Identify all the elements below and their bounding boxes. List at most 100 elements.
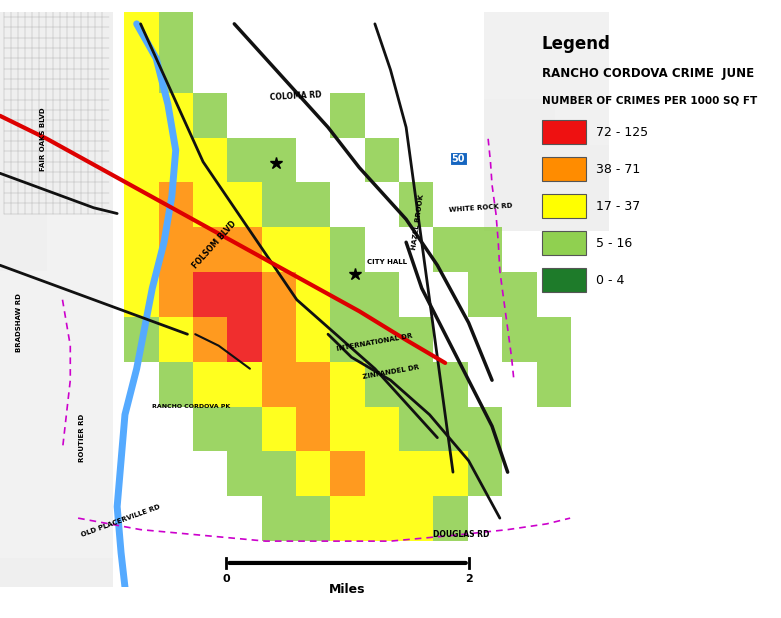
Bar	[193, 317, 227, 362]
Bar	[262, 272, 296, 317]
Bar	[502, 317, 537, 362]
Text: 17 - 37: 17 - 37	[596, 200, 640, 213]
Bar	[262, 496, 296, 541]
Bar	[193, 182, 227, 227]
Bar	[365, 272, 399, 317]
Text: WHITE ROCK RD: WHITE ROCK RD	[448, 203, 512, 213]
Bar	[484, 98, 555, 145]
Bar	[537, 362, 571, 407]
Bar	[296, 182, 330, 227]
Bar	[193, 93, 227, 138]
Bar	[484, 145, 609, 231]
Bar	[330, 317, 365, 362]
Bar	[330, 272, 365, 317]
Bar	[296, 317, 330, 362]
Bar	[262, 227, 296, 272]
Bar	[227, 272, 262, 317]
Bar	[159, 272, 193, 317]
Bar	[365, 407, 399, 452]
Bar	[537, 317, 571, 362]
Bar	[365, 496, 399, 541]
Bar	[296, 362, 330, 407]
Bar	[227, 407, 262, 452]
Bar	[159, 182, 193, 227]
Bar	[330, 362, 365, 407]
Bar	[124, 317, 159, 362]
Text: RANCHO CORDOVA PK: RANCHO CORDOVA PK	[152, 404, 230, 408]
Bar	[433, 496, 468, 541]
Bar	[193, 138, 227, 182]
Bar	[193, 272, 227, 317]
Bar	[542, 120, 586, 144]
Bar	[542, 194, 586, 218]
Text: 2: 2	[465, 575, 473, 585]
Text: 0 - 4: 0 - 4	[596, 274, 624, 287]
Text: 50: 50	[451, 154, 465, 164]
Bar	[124, 93, 159, 138]
Text: Miles: Miles	[330, 583, 366, 596]
Bar	[433, 362, 468, 407]
Bar	[542, 231, 586, 255]
Bar	[468, 227, 502, 272]
Bar	[399, 182, 433, 227]
Bar	[399, 496, 433, 541]
Text: INTERNATIONAL DR: INTERNATIONAL DR	[337, 333, 413, 352]
Bar	[159, 48, 193, 93]
Bar	[433, 452, 468, 496]
Text: FOLSOM BLVD: FOLSOM BLVD	[191, 219, 238, 271]
Bar	[262, 317, 296, 362]
Bar	[262, 407, 296, 452]
Bar	[296, 496, 330, 541]
Text: HAZEL BROOK: HAZEL BROOK	[411, 194, 425, 250]
Bar	[227, 362, 262, 407]
Text: 0: 0	[223, 575, 230, 585]
Bar	[124, 138, 159, 182]
Bar	[124, 227, 159, 272]
Text: ROUTIER RD: ROUTIER RD	[79, 413, 85, 462]
Bar	[124, 48, 159, 93]
Bar	[227, 452, 262, 496]
Bar	[193, 407, 227, 452]
Text: 72 - 125: 72 - 125	[596, 125, 648, 138]
Text: CITY HALL: CITY HALL	[366, 260, 407, 265]
Bar	[159, 227, 193, 272]
Bar	[262, 362, 296, 407]
Bar	[262, 182, 296, 227]
Bar	[193, 227, 227, 272]
Bar	[330, 407, 365, 452]
Bar	[296, 407, 330, 452]
Text: OLD PLACERVILLE RD: OLD PLACERVILLE RD	[80, 504, 162, 538]
Bar	[433, 407, 468, 452]
Text: NUMBER OF CRIMES PER 1000 SQ FT: NUMBER OF CRIMES PER 1000 SQ FT	[542, 96, 757, 106]
Bar	[296, 452, 330, 496]
Bar	[296, 272, 330, 317]
Text: ZINFANDEL DR: ZINFANDEL DR	[362, 363, 419, 379]
Bar	[399, 362, 433, 407]
Bar	[365, 362, 399, 407]
Bar	[262, 452, 296, 496]
Text: DOUGLAS RD: DOUGLAS RD	[433, 530, 489, 539]
Text: 5 - 16: 5 - 16	[596, 237, 632, 250]
Bar	[159, 93, 193, 138]
Bar	[159, 317, 193, 362]
Text: 38 - 71: 38 - 71	[596, 163, 640, 176]
Bar	[0, 559, 113, 587]
Text: Legend: Legend	[542, 35, 611, 53]
Bar	[193, 362, 227, 407]
Bar	[0, 12, 113, 213]
Text: FAIR OAKS BLVD: FAIR OAKS BLVD	[40, 107, 46, 171]
Bar	[542, 157, 586, 181]
Bar	[484, 12, 609, 231]
Bar	[330, 227, 365, 272]
Bar	[227, 317, 262, 362]
Bar	[433, 227, 468, 272]
Bar	[227, 138, 262, 182]
Bar	[159, 3, 193, 48]
Bar	[330, 496, 365, 541]
Bar	[0, 12, 113, 587]
Bar	[365, 138, 399, 182]
Bar	[468, 452, 502, 496]
Bar	[296, 227, 330, 272]
Bar	[542, 268, 586, 292]
Bar	[399, 407, 433, 452]
